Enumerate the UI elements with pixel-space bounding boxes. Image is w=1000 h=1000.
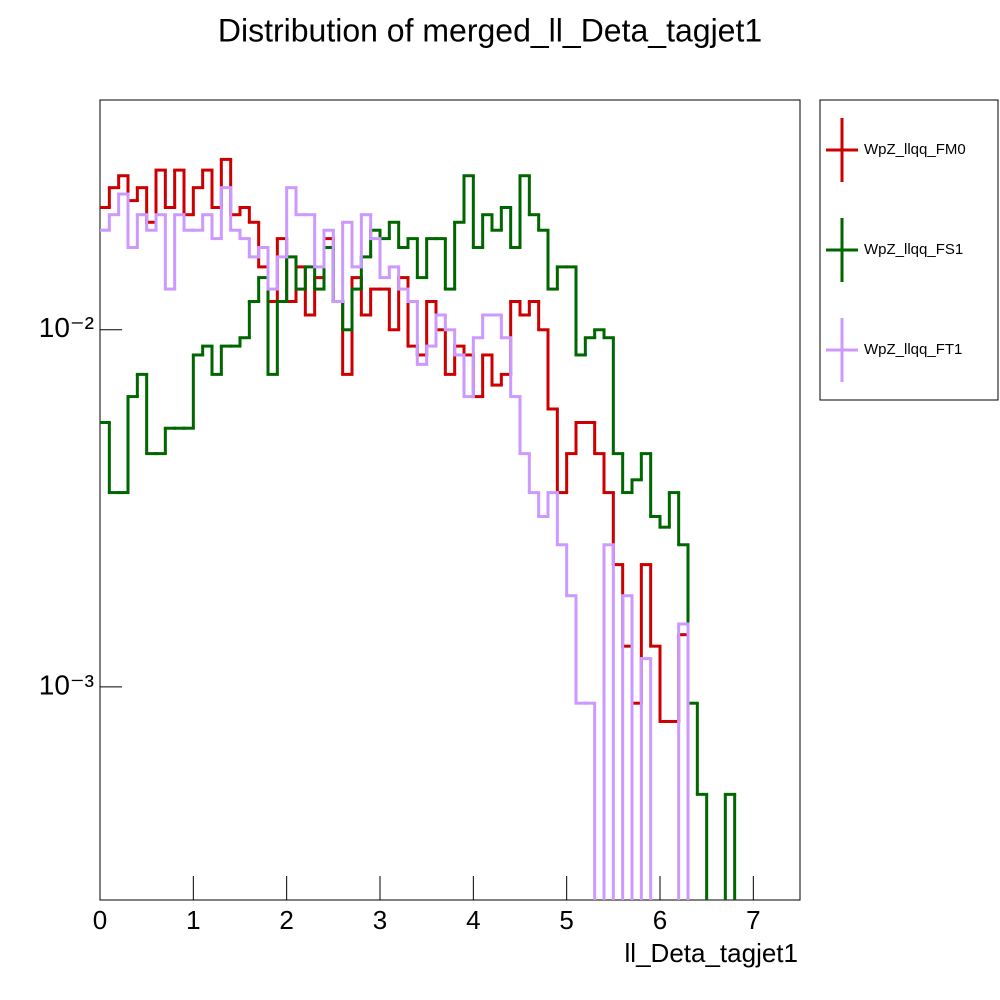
plot-frame [99, 99, 801, 901]
chart-title: Distribution of merged_ll_Deta_tagjet1 [218, 12, 762, 48]
x-tick-label: 5 [559, 905, 573, 935]
plot-area [100, 157, 737, 900]
legend-label: WpZ_llqq_FT1 [864, 341, 962, 358]
y-tick-label: 10⁻³ [39, 669, 94, 700]
y-tick-label: 10⁻² [39, 312, 94, 343]
x-tick-label: 3 [373, 905, 387, 935]
x-tick-label: 1 [186, 905, 200, 935]
legend-label: WpZ_llqq_FM0 [864, 141, 966, 158]
x-tick-label: 0 [93, 905, 107, 935]
x-tick-label: 6 [653, 905, 667, 935]
x-tick-label: 2 [279, 905, 293, 935]
x-tick-label: 7 [746, 905, 760, 935]
x-tick-label: 4 [466, 905, 480, 935]
x-axis-label: ll_Deta_tagjet1 [625, 938, 798, 968]
legend-label: WpZ_llqq_FS1 [864, 241, 963, 258]
